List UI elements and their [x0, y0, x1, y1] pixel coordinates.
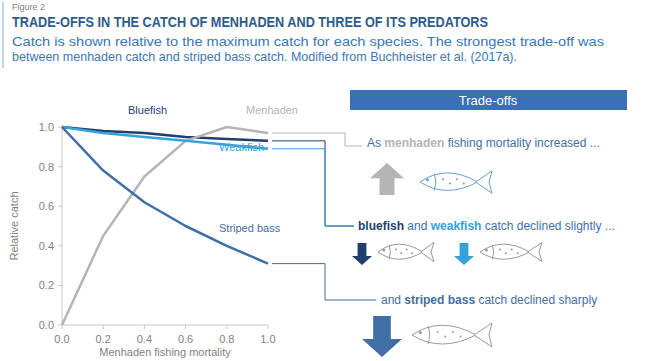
fish-spot	[505, 252, 507, 254]
fish-tail	[476, 171, 492, 193]
arrow	[454, 243, 474, 265]
fish-eye	[419, 331, 422, 334]
y-tick	[58, 206, 62, 207]
annotation-part: striped bass	[404, 293, 475, 307]
fish-icon	[420, 171, 492, 193]
fish-spot	[395, 249, 397, 251]
arrow	[362, 316, 402, 357]
fish-spot	[517, 252, 519, 254]
y-tick	[58, 166, 62, 167]
arrow	[352, 243, 372, 265]
x-tick	[103, 325, 104, 329]
x-tick-label: 0.2	[96, 333, 111, 345]
fish-spot	[511, 249, 513, 251]
fish-spot	[449, 182, 451, 184]
annotation-part: As	[367, 136, 384, 150]
panel-header	[350, 90, 627, 110]
fish-gill	[428, 326, 430, 344]
x-tick	[268, 325, 269, 329]
annotation-part: weakfish	[430, 219, 482, 233]
fish-spot	[437, 331, 439, 333]
x-tick	[226, 325, 227, 329]
fish-body	[378, 244, 423, 259]
fish-icon	[412, 323, 492, 347]
series-label: Menhaden	[246, 104, 298, 116]
fish-body	[420, 173, 478, 191]
x-tick-label: 0.0	[54, 333, 69, 345]
x-tick-label: 0.6	[178, 333, 193, 345]
series-label: Striped bass	[219, 222, 281, 234]
annotation-part: catch declined sharply	[475, 293, 597, 307]
y-tick-label: 1.0	[39, 121, 54, 133]
y-axis-line	[62, 127, 63, 325]
series-label: Bluefish	[128, 104, 167, 116]
y-tick-label: 0.0	[39, 319, 54, 331]
fish-spot	[460, 336, 462, 338]
figure-label: Figure 2	[12, 2, 45, 12]
annotation: bluefish and weakfish catch declined sli…	[358, 219, 615, 233]
x-axis-label: Menhaden fishing mortality	[99, 346, 231, 358]
fish-spot	[499, 249, 501, 251]
x-tick-label: 1.0	[260, 333, 275, 345]
fish-icon	[378, 242, 434, 261]
annotation-part: menhaden	[384, 136, 444, 150]
annotation: and striped bass catch declined sharply	[381, 293, 597, 307]
fish-spot	[463, 182, 465, 184]
fish-eye	[426, 178, 429, 181]
fish-tail	[421, 242, 434, 261]
annotation-part: and	[404, 219, 431, 233]
fish-body	[412, 325, 476, 344]
y-tick-label: 0.4	[39, 240, 54, 252]
fish-eye	[485, 249, 488, 252]
connector	[272, 141, 354, 226]
fish-gill	[434, 174, 435, 191]
x-axis-line	[62, 325, 268, 326]
fish-spot	[400, 252, 402, 254]
fish-spot	[442, 178, 444, 180]
fish-eye	[382, 249, 385, 252]
connector	[272, 133, 362, 146]
y-tick	[58, 245, 62, 246]
series-label: Weakfish	[219, 141, 264, 153]
y-axis-label: Relative catch	[8, 191, 20, 260]
y-tick-label: 0.6	[39, 200, 54, 212]
y-tick-label: 0.8	[39, 161, 54, 173]
arrow	[370, 163, 404, 195]
annotation-part: and	[381, 293, 404, 307]
annotation-part: catch declined slightly ...	[481, 219, 614, 233]
x-tick-label: 0.8	[219, 333, 234, 345]
x-tick	[62, 325, 63, 329]
fish-spot	[444, 336, 446, 338]
annotation-part: bluefish	[358, 219, 404, 233]
annotation: As menhaden fishing mortality increased …	[367, 136, 600, 150]
x-tick	[144, 325, 145, 329]
header-rule	[2, 2, 4, 68]
fish-tail	[474, 323, 492, 347]
connector	[272, 149, 354, 226]
fish-body	[480, 244, 530, 259]
fish-gill	[492, 245, 493, 259]
fish-spot	[406, 249, 408, 251]
subtitle: Catch is shown relative to the maximum c…	[12, 34, 605, 49]
connector	[272, 264, 376, 300]
series-line	[62, 127, 268, 264]
title: TRADE-OFFS IN THE CATCH OF MENHADEN AND …	[12, 13, 488, 30]
y-tick	[58, 285, 62, 286]
panel-title: Trade-offs	[459, 93, 518, 108]
x-tick	[185, 325, 186, 329]
y-tick	[58, 127, 62, 128]
fish-icon	[480, 242, 542, 261]
x-tick-label: 0.4	[137, 333, 152, 345]
fish-spot	[456, 178, 458, 180]
figure: Figure 2TRADE-OFFS IN THE CATCH OF MENHA…	[0, 0, 650, 361]
y-tick-label: 0.2	[39, 279, 54, 291]
annotation-part: fishing mortality increased ...	[444, 136, 599, 150]
fish-tail	[528, 242, 542, 261]
fish-spot	[452, 331, 454, 333]
fish-gill	[389, 245, 390, 259]
fish-spot	[411, 252, 413, 254]
subtitle: between menhaden catch and striped bass …	[12, 49, 517, 64]
